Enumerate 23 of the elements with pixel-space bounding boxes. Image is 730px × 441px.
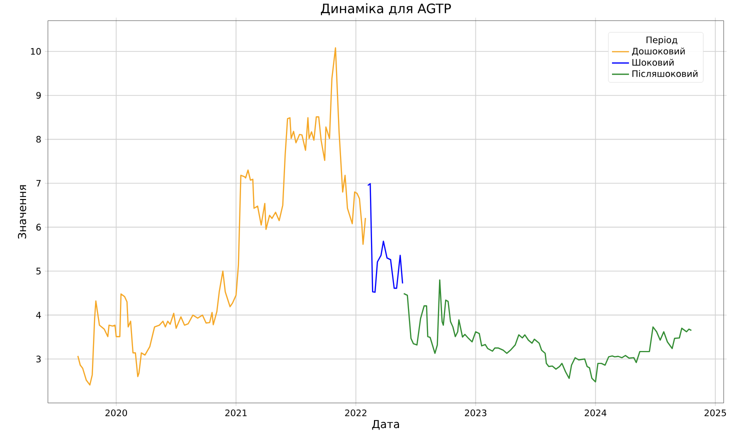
line-series	[77, 47, 366, 386]
y-tick-label: 9	[36, 92, 41, 99]
y-tick-label: 4	[36, 312, 41, 318]
line-series	[367, 183, 404, 293]
y-tick-label: 5	[36, 268, 41, 274]
x-tick-label: 2022	[345, 410, 366, 416]
legend-title: Період	[646, 36, 678, 45]
legend-label: Шоковий	[632, 58, 674, 66]
x-tick-label: 2024	[584, 410, 606, 416]
chart-title: Динаміка для AGTP	[320, 3, 451, 16]
x-tick-label: 2021	[225, 410, 247, 416]
legend-label: Дошоковий	[632, 48, 685, 56]
y-tick-label: 8	[36, 136, 41, 143]
x-tick-label: 2023	[464, 410, 486, 416]
y-tick-label: 10	[31, 48, 41, 55]
x-tick-label: 2020	[105, 410, 127, 416]
y-tick-label: 7	[36, 180, 41, 187]
y-tick-label: 3	[36, 356, 41, 362]
y-axis-title: Значення	[18, 185, 26, 239]
x-tick-label: 2025	[704, 410, 726, 416]
legend-label: Післяшоковий	[632, 70, 698, 78]
x-axis-title: Дата	[372, 420, 399, 430]
y-tick-label: 6	[36, 224, 41, 231]
